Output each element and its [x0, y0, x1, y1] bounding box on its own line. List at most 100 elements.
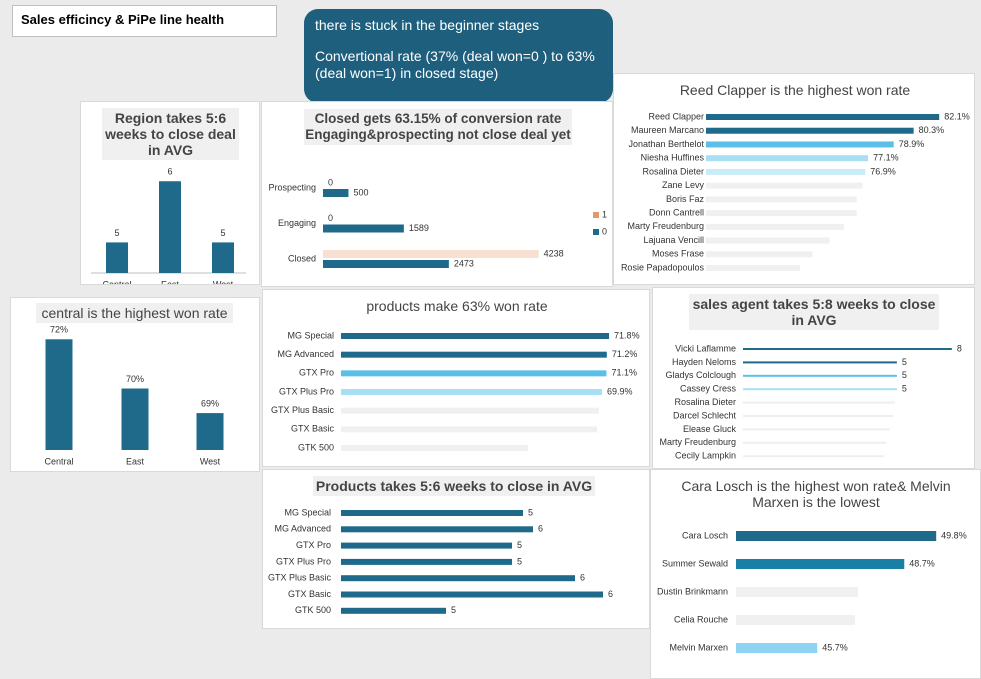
chart: Cara Losch 49.8% Summer Sewald 48.7% Dustin …: [657, 530, 967, 653]
y-tick-label: Melvin Marxen: [669, 642, 728, 652]
legend-label: 0: [602, 226, 607, 236]
value-label: 76.9%: [870, 166, 896, 176]
y-tick-label: Rosalina Dieter: [674, 397, 736, 407]
y-tick-label: GTX Basic: [291, 424, 335, 434]
x-tick-label: East: [161, 279, 180, 284]
bar: [706, 155, 869, 162]
y-tick-label: MG Special: [287, 330, 334, 340]
bar: [706, 182, 863, 189]
bar: [743, 441, 886, 444]
legend-label: 1: [602, 209, 607, 219]
value-label: 49.8%: [941, 530, 967, 540]
chart-panel: products make 63% won rate MG Special 71.8…: [262, 289, 650, 467]
y-tick-label: Rosie Papadopoulos: [621, 262, 705, 272]
bar: [106, 242, 128, 273]
bar: [341, 591, 603, 598]
y-tick-label: Boris Faz: [666, 194, 705, 204]
bar: [743, 388, 897, 391]
value-label: 72%: [50, 325, 68, 335]
value-label: 69.9%: [607, 386, 633, 396]
chart: MG Special 71.8% MG Advanced 71.2% GTX Pro 71…: [271, 330, 640, 452]
value-label: 5: [528, 507, 533, 517]
bar: [736, 615, 855, 625]
y-tick-label: Cassey Cress: [680, 384, 737, 394]
y-tick-label: GTX Pro: [299, 368, 334, 378]
bar: [736, 559, 905, 569]
bar: [736, 531, 937, 541]
y-tick-label: Jonathan Berthelot: [628, 139, 704, 149]
y-tick-label: GTX Plus Basic: [268, 573, 332, 583]
bar: [743, 415, 894, 417]
bar: [341, 558, 512, 565]
bar: [706, 114, 940, 120]
bar: [341, 445, 529, 452]
bar: [743, 374, 897, 377]
y-tick-label: Celia Rouche: [674, 614, 728, 624]
y-tick-label: Hayden Neloms: [672, 357, 737, 367]
value-label: 5: [451, 605, 456, 615]
legend-swatch: [593, 229, 599, 235]
callout: there is stuck in the beginner stages Co…: [304, 9, 613, 103]
y-tick-label: Engaging: [278, 218, 316, 228]
chart-panel: Products takes 5:6 weeks to close in AVG…: [262, 469, 650, 629]
bar: [736, 587, 858, 597]
value-label: 5: [902, 370, 907, 380]
y-tick-label: GTK 500: [298, 442, 334, 452]
legend-swatch: [593, 212, 599, 218]
y-tick-label: Elease Gluck: [683, 424, 737, 434]
bar: [45, 339, 73, 450]
bar: [341, 426, 598, 433]
y-tick-label: Niesha Huffines: [641, 153, 705, 163]
value-label: 6: [538, 524, 543, 534]
bar: [323, 260, 449, 268]
chart-title: products make 63% won rate: [366, 298, 548, 314]
value-label: 6: [608, 589, 613, 599]
chart: Prospecting 0 500 Engaging 0 1589 Closed 4238 24…: [268, 177, 607, 268]
y-tick-label: MG Advanced: [274, 524, 331, 534]
bar: [743, 455, 885, 458]
value-label: 70%: [126, 374, 144, 384]
bar: [706, 127, 914, 134]
value-label: 5: [114, 228, 119, 238]
chart-title: Cara Losch is the highest won rate& Melv…: [681, 478, 951, 510]
value-label: 77.1%: [873, 153, 899, 163]
value-label: 500: [353, 187, 368, 197]
bar: [212, 242, 234, 273]
value-label: 0: [328, 213, 333, 223]
bar: [341, 351, 607, 358]
y-tick-label: Cecily Lampkin: [675, 451, 736, 461]
bar: [736, 643, 818, 653]
value-label: 5: [517, 540, 522, 550]
y-tick-label: Marty Freudenburg: [659, 437, 736, 447]
value-label: 5: [220, 228, 225, 238]
chart-title: Closed gets 63.15% of conversion rate En…: [304, 109, 572, 145]
y-tick-label: MG Special: [284, 507, 331, 517]
bar: [159, 181, 181, 273]
value-label: 48.7%: [909, 558, 935, 568]
bar: [341, 510, 523, 516]
bar: [743, 401, 896, 404]
bar: [341, 407, 599, 414]
bar: [341, 542, 512, 549]
value-label: 1589: [409, 223, 429, 233]
value-label: 6: [580, 573, 585, 583]
value-label: 71.8%: [614, 330, 640, 340]
bar: [706, 223, 844, 230]
y-tick-label: Summer Sewald: [662, 558, 728, 568]
value-label: 4238: [544, 248, 564, 258]
y-tick-label: MG Advanced: [277, 349, 334, 359]
y-tick-label: Rosalina Dieter: [642, 166, 704, 176]
bar: [323, 224, 404, 233]
dashboard-title: Sales efficincy & PiPe line health: [12, 5, 277, 37]
y-tick-label: GTX Plus Basic: [271, 405, 335, 415]
value-label: 82.1%: [944, 111, 970, 121]
chart-title: sales agent takes 5:8 weeks to close in …: [689, 294, 939, 330]
value-label: 69%: [201, 398, 219, 408]
bar: [341, 607, 446, 614]
bar: [743, 348, 952, 350]
bar: [706, 265, 800, 272]
chart-panel: Cara Losch is the highest won rate& Melv…: [650, 469, 981, 679]
value-label: 71.2%: [612, 349, 638, 359]
chart-panel: Region takes 5:6 weeks to close deal in …: [80, 101, 260, 285]
